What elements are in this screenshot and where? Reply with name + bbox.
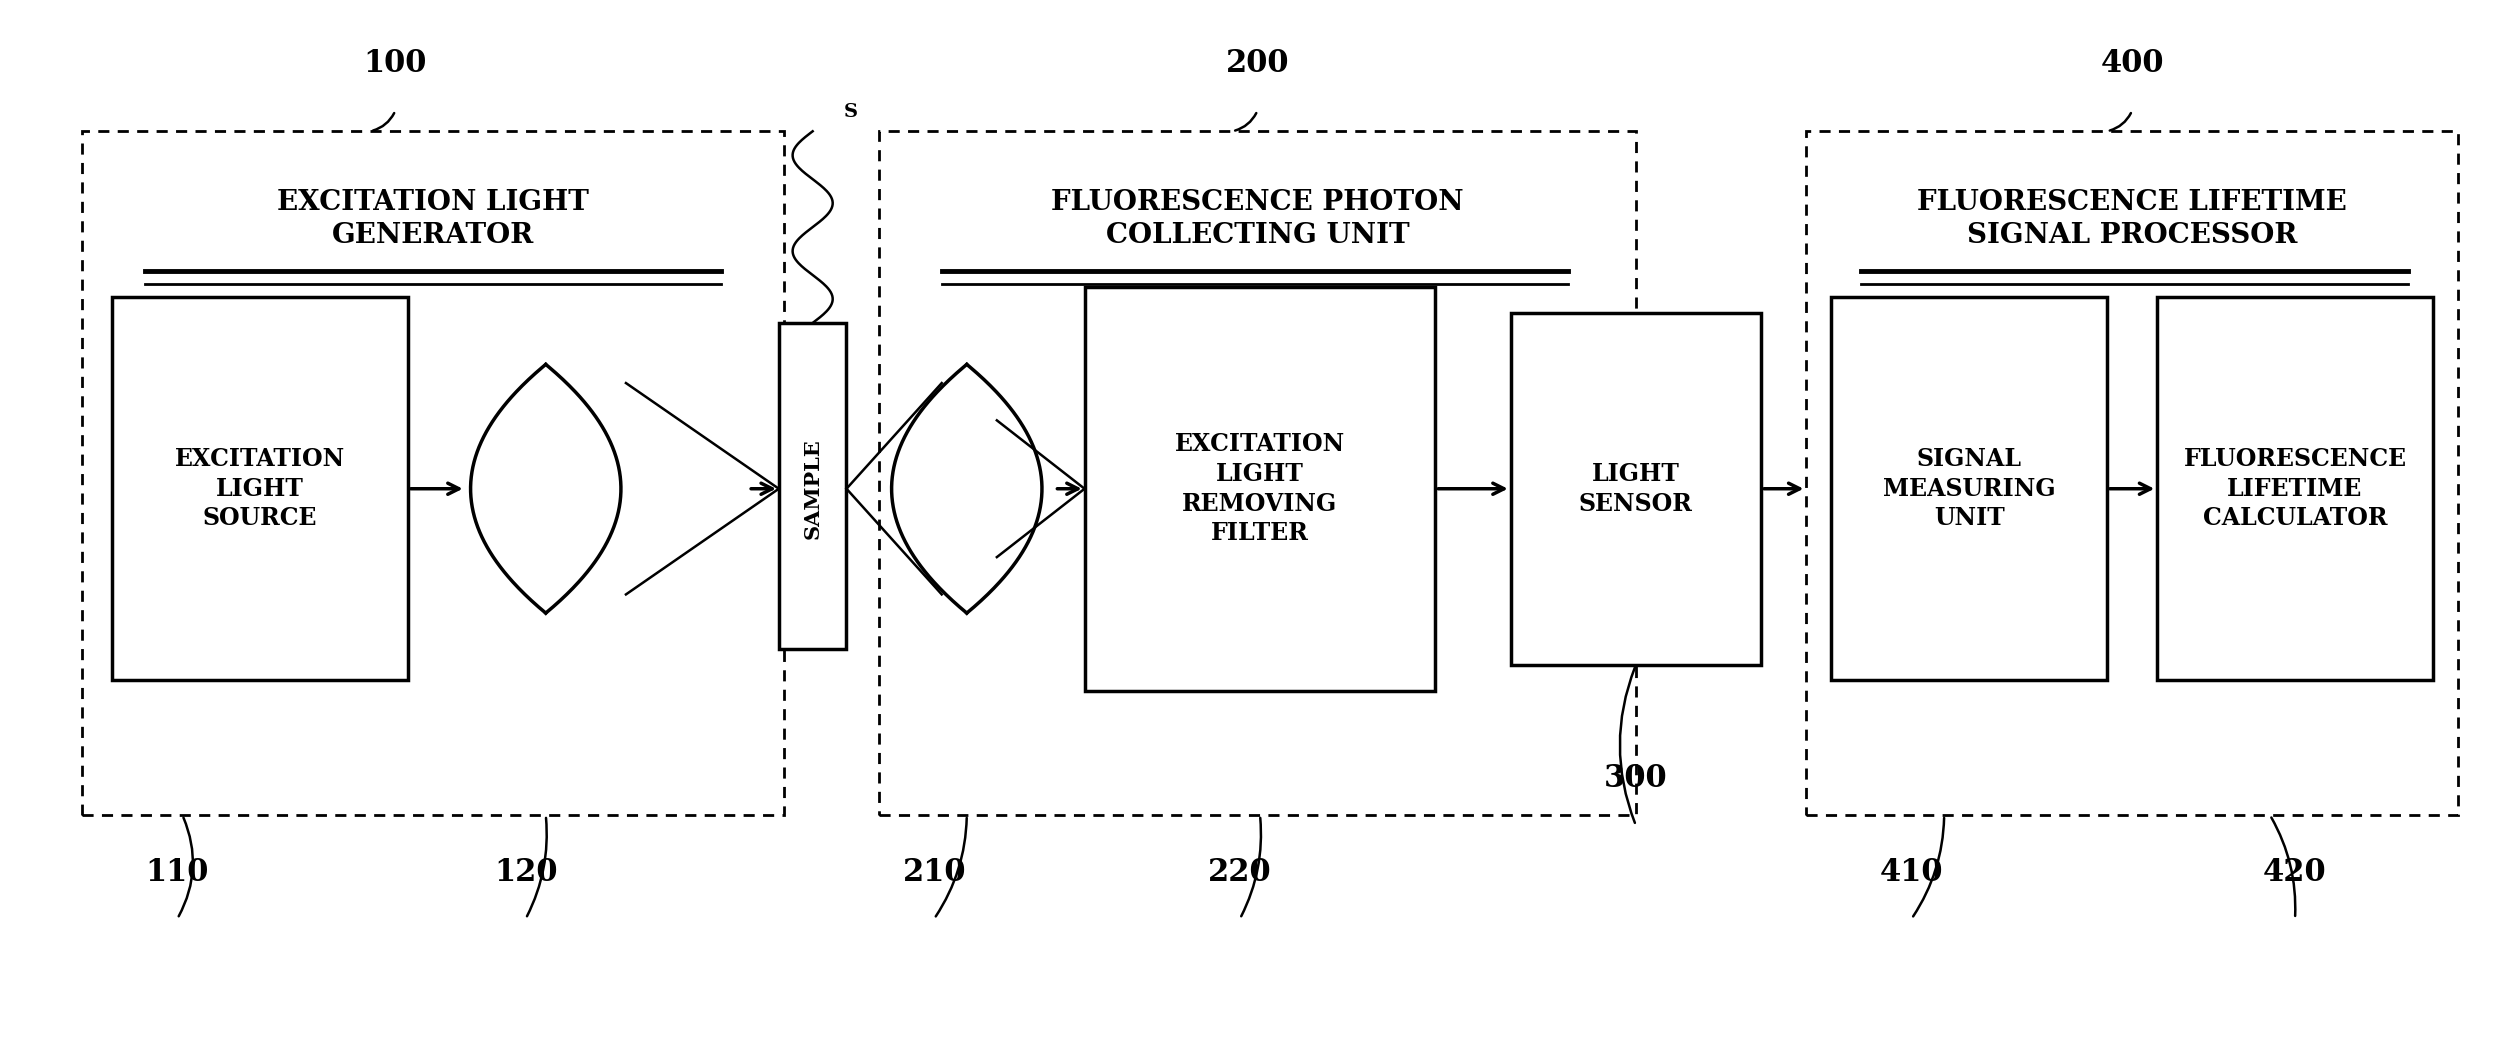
Text: 210: 210 — [902, 857, 965, 887]
Bar — [879, 131, 1635, 815]
Bar — [83, 131, 784, 815]
Text: 300: 300 — [1605, 763, 1668, 795]
Text: 110: 110 — [146, 857, 209, 887]
Bar — [779, 323, 847, 649]
Text: 200: 200 — [1225, 48, 1290, 80]
Text: 220: 220 — [1207, 857, 1273, 887]
Text: FLUORESCENCE PHOTON
COLLECTING UNIT: FLUORESCENCE PHOTON COLLECTING UNIT — [1051, 189, 1464, 250]
Text: SAMPLE: SAMPLE — [804, 438, 822, 539]
Bar — [1807, 131, 2457, 815]
Text: FLUORESCENCE LIFETIME
SIGNAL PROCESSOR: FLUORESCENCE LIFETIME SIGNAL PROCESSOR — [1918, 189, 2346, 250]
Text: EXCITATION
LIGHT
REMOVING
FILTER: EXCITATION LIGHT REMOVING FILTER — [1174, 433, 1346, 545]
Text: S: S — [844, 103, 857, 121]
Bar — [1084, 287, 1436, 691]
Text: EXCITATION LIGHT
GENERATOR: EXCITATION LIGHT GENERATOR — [277, 189, 590, 250]
Text: LIGHT
SENSOR: LIGHT SENSOR — [1580, 462, 1693, 516]
Text: FLUORESCENCE
LIFETIME
CALCULATOR: FLUORESCENCE LIFETIME CALCULATOR — [2182, 447, 2407, 530]
Bar — [1509, 313, 1761, 665]
Text: 100: 100 — [363, 48, 426, 80]
Text: 410: 410 — [1880, 857, 1943, 887]
Text: EXCITATION
LIGHT
SOURCE: EXCITATION LIGHT SOURCE — [174, 447, 345, 530]
Bar — [2157, 297, 2432, 680]
Text: 420: 420 — [2263, 857, 2326, 887]
Text: 120: 120 — [494, 857, 557, 887]
Bar — [1832, 297, 2107, 680]
Text: 400: 400 — [2099, 48, 2165, 80]
Bar — [113, 297, 408, 680]
Text: SIGNAL
MEASURING
UNIT: SIGNAL MEASURING UNIT — [1882, 447, 2056, 530]
